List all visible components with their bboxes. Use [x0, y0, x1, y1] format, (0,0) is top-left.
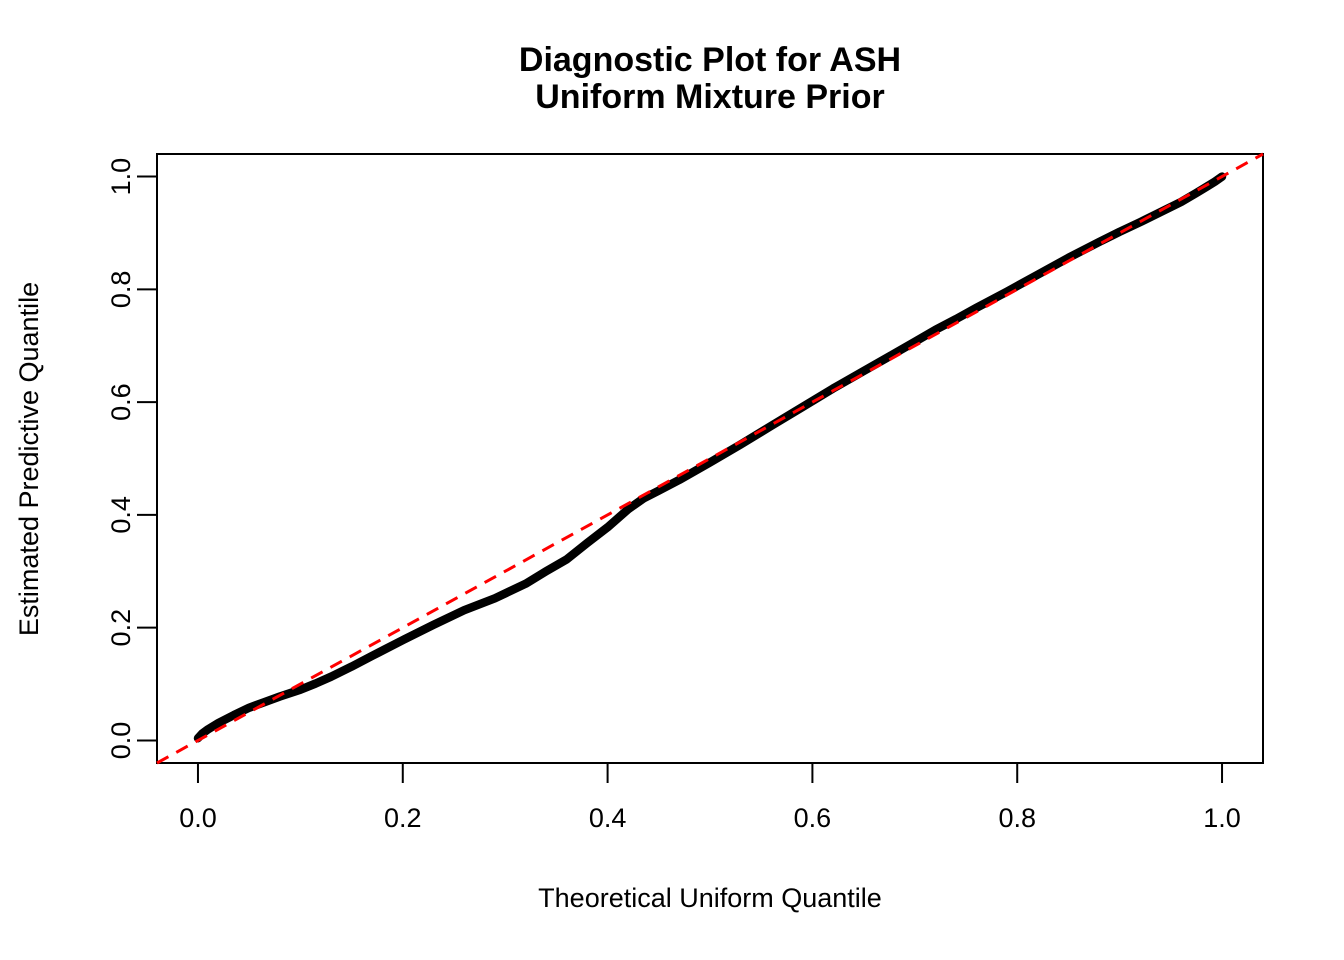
x-tick-label: 0.0: [179, 803, 217, 833]
x-tick-label: 0.4: [589, 803, 627, 833]
plot-title-line-1: Diagnostic Plot for ASH: [519, 41, 901, 79]
x-axis-label: Theoretical Uniform Quantile: [538, 883, 882, 913]
y-tick-label: 0.6: [106, 383, 136, 421]
plot-box: [156, 153, 1264, 764]
x-tick-label: 1.0: [1203, 803, 1241, 833]
x-tick-label: 0.8: [998, 803, 1036, 833]
y-axis-label: Estimated Predictive Quantile: [14, 282, 44, 636]
y-tick-label: 0.0: [106, 722, 136, 760]
qq-curve: [193, 172, 1227, 743]
y-tick-label: 0.8: [106, 271, 136, 309]
x-axis: 0.0 0.2 0.4 0.6 0.8 1.0: [179, 763, 1241, 833]
series-layer: [156, 152, 1264, 765]
y-tick-label: 0.4: [106, 496, 136, 534]
x-tick-label: 0.6: [794, 803, 832, 833]
y-tick-label: 1.0: [106, 158, 136, 196]
reference-line: [156, 152, 1264, 765]
x-tick-label: 0.2: [384, 803, 422, 833]
plot-title-line-2: Uniform Mixture Prior: [535, 78, 884, 116]
y-axis: 0.0 0.2 0.4 0.6 0.8 1.0: [106, 158, 157, 759]
y-tick-label: 0.2: [106, 609, 136, 647]
